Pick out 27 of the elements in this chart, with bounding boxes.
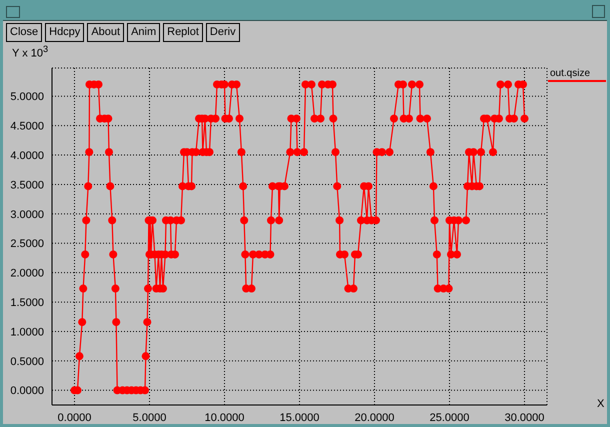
y-tick-label: 3.0000 bbox=[10, 208, 44, 221]
y-tick-label: 1.0000 bbox=[10, 326, 44, 338]
x-axis-title: X bbox=[597, 398, 604, 410]
y-tick-label: 3.5000 bbox=[10, 179, 44, 192]
y-tick-label: 0.0000 bbox=[10, 385, 44, 398]
x-tick-label: 20.0000 bbox=[354, 412, 394, 424]
x-tick-label: 15.0000 bbox=[280, 412, 320, 424]
y-tick-label: 1.5000 bbox=[10, 296, 44, 309]
x-tick-label: 5.0000 bbox=[132, 412, 166, 424]
text: Replot bbox=[163, 23, 203, 42]
y-tick-label: 0.5000 bbox=[10, 356, 44, 368]
y-tick-label: 5.0000 bbox=[10, 91, 44, 104]
text: Deriv bbox=[206, 23, 240, 42]
y-tick-label: 4.5000 bbox=[10, 120, 44, 133]
x-tick-label: 10.0000 bbox=[204, 412, 244, 424]
text: About bbox=[87, 23, 124, 42]
x-tick-label: 0.0000 bbox=[58, 412, 92, 424]
y-tick-label: 2.0000 bbox=[10, 268, 44, 280]
y-tick-label: 2.5000 bbox=[10, 238, 44, 250]
x-tick-label: 25.0000 bbox=[430, 412, 470, 424]
text: out.qsize bbox=[549, 68, 592, 79]
y-axis-title: Y x 10$^{3}$ bbox=[12, 44, 48, 60]
text: Anim bbox=[127, 23, 160, 42]
x-tick-label: 30.0000 bbox=[504, 412, 544, 424]
text: Hdcpy bbox=[45, 23, 84, 42]
y-tick-label: 4.0000 bbox=[10, 150, 44, 162]
text: Close bbox=[6, 23, 42, 42]
